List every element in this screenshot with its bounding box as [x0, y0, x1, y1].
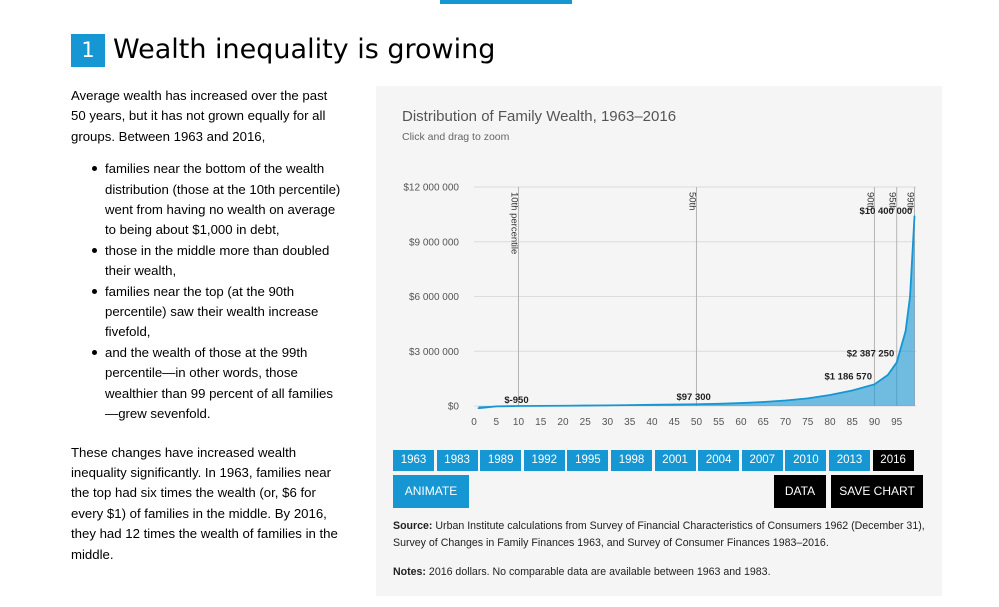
year-button-2001[interactable]: 2001	[654, 450, 696, 471]
x-tick-label: 75	[802, 417, 814, 428]
finding-top: families near the top (at the 90th perce…	[92, 282, 343, 343]
chart-title: Distribution of Family Wealth, 1963–2016	[402, 108, 677, 125]
x-tick-label: 20	[557, 417, 569, 428]
x-tick-label: 5	[493, 417, 499, 428]
data-point	[895, 361, 898, 364]
data-point	[829, 394, 831, 396]
animate-button[interactable]: ANIMATE	[393, 475, 469, 508]
wealth-distribution-chart[interactable]: $0 $3 000 000 $6 000 000 $9 000 000 $12 000 …	[376, 86, 942, 446]
data-point	[873, 383, 876, 386]
top-accent-bar	[440, 0, 572, 4]
findings-list: families near the bottom of the wealth d…	[71, 159, 343, 424]
notes-text: 2016 dollars. No comparable data are ava…	[428, 566, 771, 578]
notes-label: Notes:	[393, 566, 426, 578]
save-chart-button[interactable]: SAVE CHART	[831, 475, 923, 508]
year-button-1963[interactable]: 1963	[393, 450, 434, 471]
x-tick-label: 95	[891, 417, 903, 428]
data-point	[517, 405, 520, 407]
year-button-2010[interactable]: 2010	[785, 450, 827, 471]
data-point	[539, 405, 542, 407]
data-point	[909, 295, 911, 298]
data-point	[673, 403, 676, 406]
x-tick-label: 90	[869, 417, 881, 428]
data-label: $2 387 250	[847, 348, 895, 359]
x-tick-label: 25	[580, 417, 592, 428]
x-tick-label: 35	[624, 417, 636, 428]
finding-bottom: families near the bottom of the wealth d…	[92, 159, 343, 241]
x-tick-label: 40	[646, 417, 658, 428]
source-note: Source: Urban Institute calculations fro…	[393, 518, 933, 552]
x-tick-label: 45	[669, 417, 681, 428]
reference-line-label: 50th	[686, 192, 697, 211]
chart-panel: Distribution of Family Wealth, 1963–2016…	[376, 86, 942, 596]
x-tick-label: 65	[758, 417, 770, 428]
year-button-1992[interactable]: 1992	[523, 450, 565, 471]
notes-note: Notes: 2016 dollars. No comparable data …	[393, 564, 933, 581]
data-button[interactable]: DATA	[774, 475, 826, 508]
reference-line-label: 95th	[887, 192, 898, 211]
source-text: Urban Institute calculations from Survey…	[393, 520, 925, 549]
year-button-1989[interactable]: 1989	[480, 450, 522, 471]
data-point	[606, 404, 609, 407]
x-tick-label: 0	[471, 417, 477, 428]
y-tick-label: $12 000 000	[403, 183, 459, 194]
y-tick-label: $6 000 000	[409, 292, 459, 303]
data-label: $10 400 000	[860, 206, 913, 217]
year-button-2016[interactable]: 2016	[872, 450, 914, 471]
wealth-line	[478, 216, 916, 410]
data-label: $97 300	[676, 392, 710, 403]
year-button-2013[interactable]: 2013	[829, 450, 870, 471]
chart-subtitle: Click and drag to zoom	[402, 131, 510, 143]
section-number-badge: 1	[71, 34, 105, 67]
year-button-1983[interactable]: 1983	[436, 450, 478, 471]
intro-text-column: Average wealth has increased over the pa…	[71, 86, 343, 565]
finding-middle: those in the middle more than doubled th…	[92, 241, 343, 282]
data-point	[762, 401, 765, 403]
data-point	[562, 404, 564, 407]
data-point	[495, 405, 498, 408]
data-point	[584, 404, 587, 407]
data-point	[784, 399, 787, 402]
reference-line-label: 90th	[864, 192, 875, 211]
data-point	[695, 403, 698, 406]
data-point	[904, 330, 907, 332]
data-point	[717, 403, 720, 405]
data-point	[806, 397, 809, 400]
x-tick-label: 55	[713, 417, 725, 428]
data-label: $1 186 570	[824, 371, 872, 382]
x-tick-label: 85	[847, 417, 859, 428]
wealth-area	[478, 216, 915, 409]
section-title: Wealth inequality is growing	[113, 34, 496, 65]
year-button-2004[interactable]: 2004	[698, 450, 740, 471]
data-point	[628, 404, 631, 406]
reference-line-label: 99th	[905, 192, 916, 211]
x-tick-label: 30	[602, 417, 614, 428]
data-point	[740, 402, 742, 404]
x-tick-label: 15	[535, 417, 547, 428]
y-tick-label: $9 000 000	[409, 237, 459, 248]
finding-99th: and the wealth of those at the 99th perc…	[92, 343, 343, 425]
x-tick-label: 60	[735, 417, 747, 428]
data-point	[651, 404, 653, 406]
outro-paragraph: These changes have increased wealth ineq…	[71, 444, 338, 562]
x-tick-label: 50	[691, 417, 703, 428]
data-label: $-950	[504, 395, 528, 406]
data-point	[913, 215, 916, 217]
reference-line-label: 10th percentile	[508, 192, 519, 254]
data-point	[477, 407, 480, 409]
y-tick-label: $0	[448, 402, 460, 413]
intro-paragraph: Average wealth has increased over the pa…	[71, 88, 328, 144]
year-button-1998[interactable]: 1998	[611, 450, 652, 471]
data-point	[887, 374, 889, 376]
x-tick-label: 80	[824, 417, 836, 428]
x-tick-label: 10	[513, 417, 525, 428]
source-label: Source:	[393, 520, 433, 532]
year-button-2007[interactable]: 2007	[741, 450, 783, 471]
y-tick-label: $3 000 000	[409, 347, 459, 358]
data-point	[851, 389, 854, 392]
year-button-1995[interactable]: 1995	[567, 450, 609, 471]
x-tick-label: 70	[780, 417, 792, 428]
